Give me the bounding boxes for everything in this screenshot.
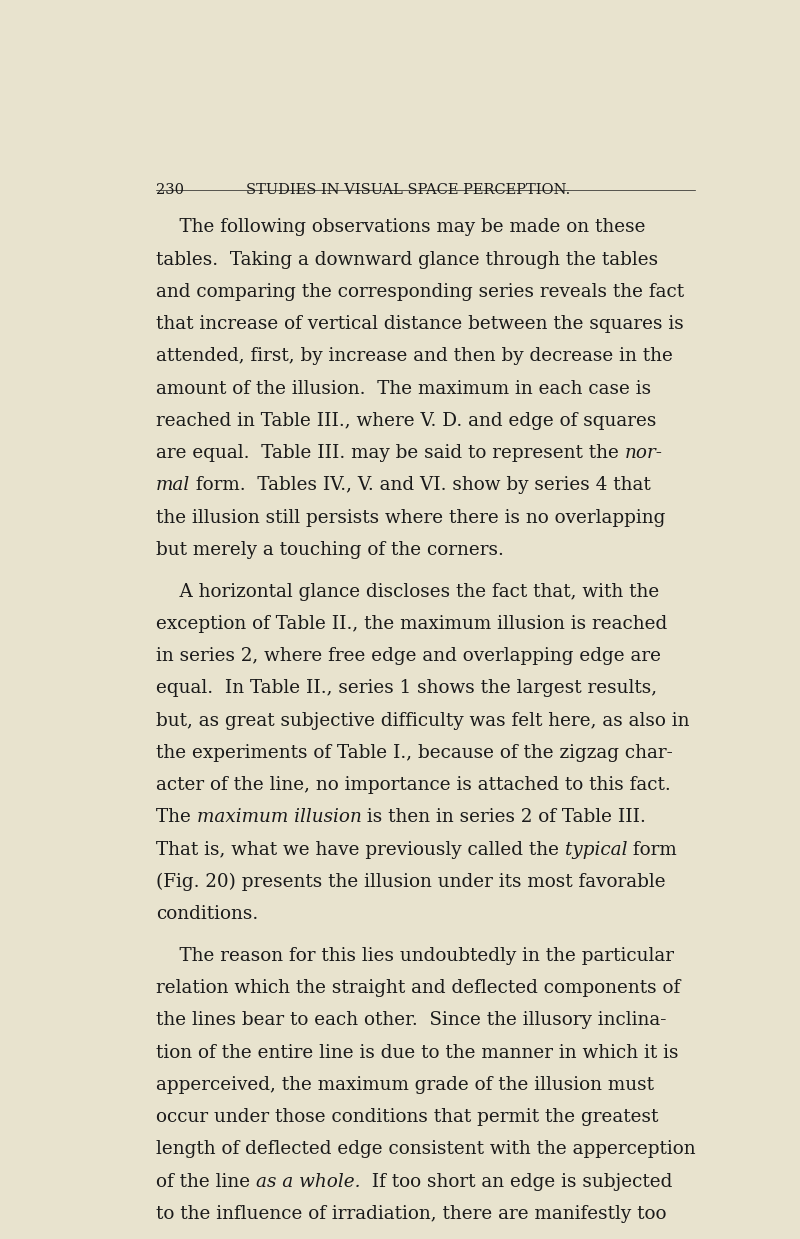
Text: as a whole.: as a whole. <box>256 1172 360 1191</box>
Text: (Fig. 20) presents the illusion under its most favorable: (Fig. 20) presents the illusion under it… <box>156 872 666 891</box>
Text: The: The <box>156 808 197 826</box>
Text: STUDIES IN VISUAL SPACE PERCEPTION.: STUDIES IN VISUAL SPACE PERCEPTION. <box>246 183 570 197</box>
Text: The reason for this lies undoubtedly in the particular: The reason for this lies undoubtedly in … <box>156 947 674 965</box>
Text: A horizontal glance discloses the fact that, with the: A horizontal glance discloses the fact t… <box>156 582 659 601</box>
Text: attended, first, by increase and then by decrease in the: attended, first, by increase and then by… <box>156 347 673 366</box>
Text: amount of the illusion.  The maximum in each case is: amount of the illusion. The maximum in e… <box>156 379 651 398</box>
Text: but merely a touching of the corners.: but merely a touching of the corners. <box>156 540 504 559</box>
Text: of the line: of the line <box>156 1172 256 1191</box>
Text: maximum illusion: maximum illusion <box>197 808 362 826</box>
Text: are equal.  Table III. may be said to represent the: are equal. Table III. may be said to rep… <box>156 444 625 462</box>
Text: is then in series 2 of Table III.: is then in series 2 of Table III. <box>362 808 646 826</box>
Text: reached in Table III., where V. D. and edge of squares: reached in Table III., where V. D. and e… <box>156 411 656 430</box>
Text: tables.  Taking a downward glance through the tables: tables. Taking a downward glance through… <box>156 250 658 269</box>
Text: form: form <box>627 840 677 859</box>
Text: typical: typical <box>565 840 627 859</box>
Text: equal.  In Table II., series 1 shows the largest results,: equal. In Table II., series 1 shows the … <box>156 679 657 698</box>
Text: form.  Tables IV., V. and VI. show by series 4 that: form. Tables IV., V. and VI. show by ser… <box>190 476 651 494</box>
Text: to the influence of irradiation, there are manifestly too: to the influence of irradiation, there a… <box>156 1204 666 1223</box>
Text: The following observations may be made on these: The following observations may be made o… <box>156 218 646 237</box>
Text: length of deflected edge consistent with the apperception: length of deflected edge consistent with… <box>156 1140 695 1158</box>
Text: tion of the entire line is due to the manner in which it is: tion of the entire line is due to the ma… <box>156 1043 678 1062</box>
Text: that increase of vertical distance between the squares is: that increase of vertical distance betwe… <box>156 315 683 333</box>
Text: mal: mal <box>156 476 190 494</box>
Text: That is, what we have previously called the: That is, what we have previously called … <box>156 840 565 859</box>
Text: conditions.: conditions. <box>156 904 258 923</box>
Text: acter of the line, no importance is attached to this fact.: acter of the line, no importance is atta… <box>156 776 670 794</box>
Text: the experiments of Table I., because of the zigzag char-: the experiments of Table I., because of … <box>156 743 673 762</box>
Text: If too short an edge is subjected: If too short an edge is subjected <box>360 1172 673 1191</box>
Text: and comparing the corresponding series reveals the fact: and comparing the corresponding series r… <box>156 282 684 301</box>
Text: the lines bear to each other.  Since the illusory inclina-: the lines bear to each other. Since the … <box>156 1011 666 1030</box>
Text: nor-: nor- <box>625 444 662 462</box>
Text: but, as great subjective difficulty was felt here, as also in: but, as great subjective difficulty was … <box>156 711 690 730</box>
Text: exception of Table II., the maximum illusion is reached: exception of Table II., the maximum illu… <box>156 615 667 633</box>
Text: in series 2, where free edge and overlapping edge are: in series 2, where free edge and overlap… <box>156 647 661 665</box>
Text: 230: 230 <box>156 183 184 197</box>
Text: apperceived, the maximum grade of the illusion must: apperceived, the maximum grade of the il… <box>156 1075 654 1094</box>
Text: relation which the straight and deflected components of: relation which the straight and deflecte… <box>156 979 680 997</box>
Text: occur under those conditions that permit the greatest: occur under those conditions that permit… <box>156 1108 658 1126</box>
Text: the illusion still persists where there is no overlapping: the illusion still persists where there … <box>156 508 665 527</box>
